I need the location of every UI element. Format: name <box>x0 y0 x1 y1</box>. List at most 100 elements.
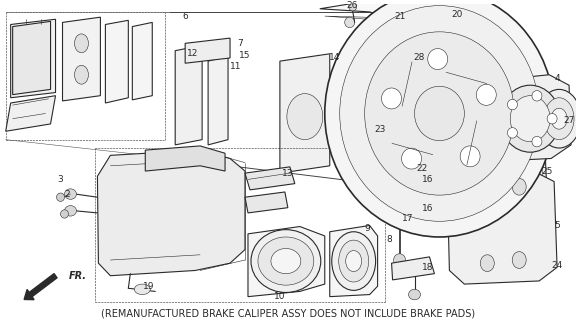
Polygon shape <box>106 20 128 103</box>
Text: 16: 16 <box>422 175 433 184</box>
Ellipse shape <box>480 181 494 198</box>
Ellipse shape <box>337 111 347 122</box>
Text: 26: 26 <box>346 1 357 10</box>
Polygon shape <box>185 38 230 63</box>
Text: 8: 8 <box>387 235 392 244</box>
Text: 19: 19 <box>143 282 154 291</box>
Polygon shape <box>245 192 288 213</box>
Ellipse shape <box>537 89 577 148</box>
Ellipse shape <box>507 99 518 110</box>
Ellipse shape <box>544 98 574 140</box>
Text: 22: 22 <box>416 164 427 173</box>
Polygon shape <box>145 146 225 171</box>
Ellipse shape <box>532 91 542 101</box>
Ellipse shape <box>477 84 496 105</box>
Text: 15: 15 <box>239 52 251 60</box>
Text: 27: 27 <box>563 116 575 125</box>
Text: (REMANUFACTURED BRAKE CALIPER ASSY DOES NOT INCLUDE BRAKE PADS): (REMANUFACTURED BRAKE CALIPER ASSY DOES … <box>102 308 475 318</box>
Polygon shape <box>62 17 100 101</box>
Text: 11: 11 <box>230 62 242 71</box>
Text: 21: 21 <box>394 12 405 20</box>
Ellipse shape <box>414 86 464 141</box>
Text: 4: 4 <box>554 75 560 84</box>
Text: 6: 6 <box>182 12 188 20</box>
Ellipse shape <box>74 65 88 84</box>
Ellipse shape <box>480 255 494 272</box>
Text: 7: 7 <box>237 39 243 48</box>
Ellipse shape <box>404 63 414 74</box>
Ellipse shape <box>251 230 321 292</box>
Ellipse shape <box>512 252 526 268</box>
Ellipse shape <box>532 136 542 147</box>
Ellipse shape <box>409 289 421 300</box>
Polygon shape <box>175 45 202 145</box>
Polygon shape <box>10 19 55 98</box>
Polygon shape <box>325 16 418 104</box>
Ellipse shape <box>325 0 554 237</box>
Polygon shape <box>443 114 547 234</box>
Text: 23: 23 <box>374 125 385 134</box>
Ellipse shape <box>65 205 77 216</box>
Ellipse shape <box>287 93 323 140</box>
Text: 14: 14 <box>329 53 340 62</box>
Ellipse shape <box>61 210 69 218</box>
Text: 3: 3 <box>58 175 63 184</box>
Polygon shape <box>248 227 325 297</box>
Ellipse shape <box>57 193 65 201</box>
Ellipse shape <box>344 17 355 28</box>
Text: 24: 24 <box>552 261 563 270</box>
Ellipse shape <box>74 34 88 53</box>
Text: 9: 9 <box>365 224 370 233</box>
Ellipse shape <box>346 251 362 272</box>
Polygon shape <box>132 22 152 100</box>
Ellipse shape <box>500 85 560 152</box>
Ellipse shape <box>65 189 77 199</box>
Text: 20: 20 <box>452 10 463 19</box>
Polygon shape <box>280 54 329 173</box>
Ellipse shape <box>339 240 369 282</box>
FancyArrow shape <box>24 274 57 300</box>
Polygon shape <box>491 75 571 161</box>
Ellipse shape <box>134 284 150 295</box>
Ellipse shape <box>271 249 301 274</box>
Polygon shape <box>447 169 557 284</box>
Ellipse shape <box>551 108 567 129</box>
Ellipse shape <box>332 232 376 290</box>
Ellipse shape <box>507 128 518 138</box>
Text: 16: 16 <box>422 204 433 213</box>
Polygon shape <box>245 167 295 190</box>
Text: 10: 10 <box>274 292 286 301</box>
Polygon shape <box>13 21 51 95</box>
Text: 28: 28 <box>414 53 425 62</box>
Ellipse shape <box>340 6 539 221</box>
Ellipse shape <box>349 3 357 11</box>
Polygon shape <box>320 2 451 114</box>
Text: 5: 5 <box>554 221 560 230</box>
Polygon shape <box>329 226 377 297</box>
Text: FR.: FR. <box>69 271 87 281</box>
Text: 25: 25 <box>541 166 553 176</box>
Polygon shape <box>98 150 245 276</box>
Ellipse shape <box>394 254 406 266</box>
Ellipse shape <box>385 168 395 178</box>
Ellipse shape <box>460 146 480 167</box>
Ellipse shape <box>381 88 402 109</box>
Text: 12: 12 <box>186 49 198 58</box>
Ellipse shape <box>547 114 557 124</box>
Ellipse shape <box>385 199 395 210</box>
Ellipse shape <box>365 32 514 195</box>
Ellipse shape <box>428 49 448 69</box>
Text: 2: 2 <box>65 189 70 199</box>
Ellipse shape <box>384 115 392 123</box>
Text: 17: 17 <box>402 214 413 223</box>
Ellipse shape <box>512 178 526 195</box>
Ellipse shape <box>510 96 550 142</box>
Ellipse shape <box>410 50 418 58</box>
Ellipse shape <box>258 237 314 285</box>
Polygon shape <box>6 96 55 131</box>
Polygon shape <box>208 56 228 145</box>
Text: 13: 13 <box>282 169 294 178</box>
Text: 18: 18 <box>422 263 433 272</box>
Polygon shape <box>392 257 434 280</box>
Ellipse shape <box>402 148 422 169</box>
